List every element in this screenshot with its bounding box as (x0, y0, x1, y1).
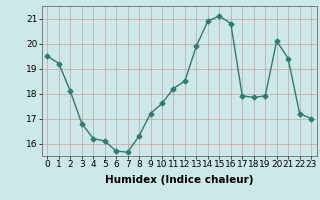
X-axis label: Humidex (Indice chaleur): Humidex (Indice chaleur) (105, 175, 253, 185)
